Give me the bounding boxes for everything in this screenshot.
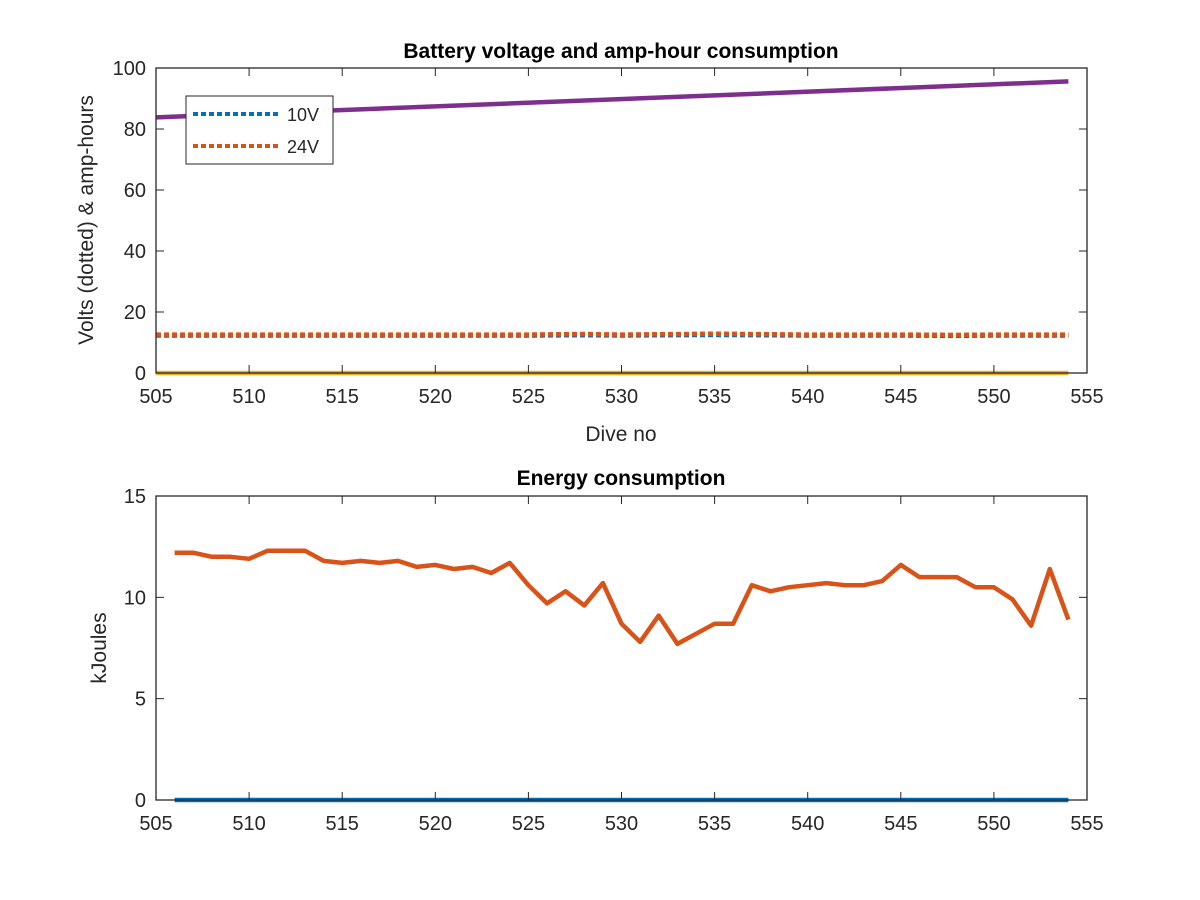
- voltage-x-tick-label: 515: [326, 386, 359, 408]
- legend-box: [185, 95, 334, 165]
- voltage-x-tick-label: 530: [605, 386, 638, 408]
- energy-x-tick-label: 555: [1070, 813, 1103, 835]
- voltage-chart-title: Battery voltage and amp-hour consumption: [403, 40, 838, 63]
- voltage-x-tick-label: 545: [884, 386, 917, 408]
- energy-x-tick-label: 545: [884, 813, 917, 835]
- voltage-x-tick-label: 520: [419, 386, 452, 408]
- energy-subplot: 505 510 515 520 525 530 535 540 545 550 555051015 …: [88, 467, 1104, 835]
- energy-plot-area: [156, 496, 1087, 800]
- voltage-x-tick-label: 505: [139, 386, 172, 408]
- voltage-x-tick-label: 525: [512, 386, 545, 408]
- energy-x-tick-label: 510: [232, 813, 265, 835]
- energy-x-tick-label: 530: [605, 813, 638, 835]
- energy-y-tick-label: 5: [135, 689, 146, 711]
- voltage-y-axis-label: Volts (dotted) & amp-hours: [75, 95, 98, 345]
- voltage-subplot: 505 510 515 520 525 530 535 540 545 550 555 0 20 40 60…: [75, 40, 1104, 446]
- voltage-x-tick-label: 555: [1070, 386, 1103, 408]
- voltage-y-tick-label: 100: [113, 58, 146, 80]
- voltage-ticks: 505 510 515 520 525 530 535 540 545 550 555 0 20 40 60…: [113, 58, 1104, 408]
- voltage-series-line-1: [156, 331, 1069, 338]
- voltage-y-tick-label: 20: [124, 302, 146, 324]
- energy-y-axis-label: kJoules: [88, 612, 111, 683]
- legend-label-24v: 24V: [287, 137, 319, 157]
- voltage-x-axis-label: Dive no: [585, 423, 656, 446]
- energy-y-tick-label: 10: [124, 587, 146, 609]
- voltage-y-tick-label: 80: [124, 119, 146, 141]
- legend: 10V 24V: [185, 95, 334, 165]
- energy-x-tick-label: 535: [698, 813, 731, 835]
- voltage-y-tick-label: 40: [124, 241, 146, 263]
- energy-series-line-0: [174, 548, 1071, 647]
- energy-y-tick-label: 0: [135, 790, 146, 812]
- voltage-x-tick-label: 540: [791, 386, 824, 408]
- energy-x-tick-label: 505: [139, 813, 172, 835]
- energy-x-tick-label: 525: [512, 813, 545, 835]
- energy-chart-title: Energy consumption: [517, 467, 726, 490]
- energy-x-tick-label: 520: [419, 813, 452, 835]
- voltage-x-tick-label: 535: [698, 386, 731, 408]
- energy-x-tick-label: 540: [791, 813, 824, 835]
- voltage-y-tick-label: 0: [135, 363, 146, 385]
- legend-label-10v: 10V: [287, 105, 319, 125]
- energy-x-tick-label: 515: [326, 813, 359, 835]
- voltage-x-tick-label: 510: [232, 386, 265, 408]
- energy-x-tick-label: 550: [977, 813, 1010, 835]
- voltage-y-tick-label: 60: [124, 180, 146, 202]
- energy-y-tick-label: 15: [124, 486, 146, 508]
- voltage-x-tick-label: 550: [977, 386, 1010, 408]
